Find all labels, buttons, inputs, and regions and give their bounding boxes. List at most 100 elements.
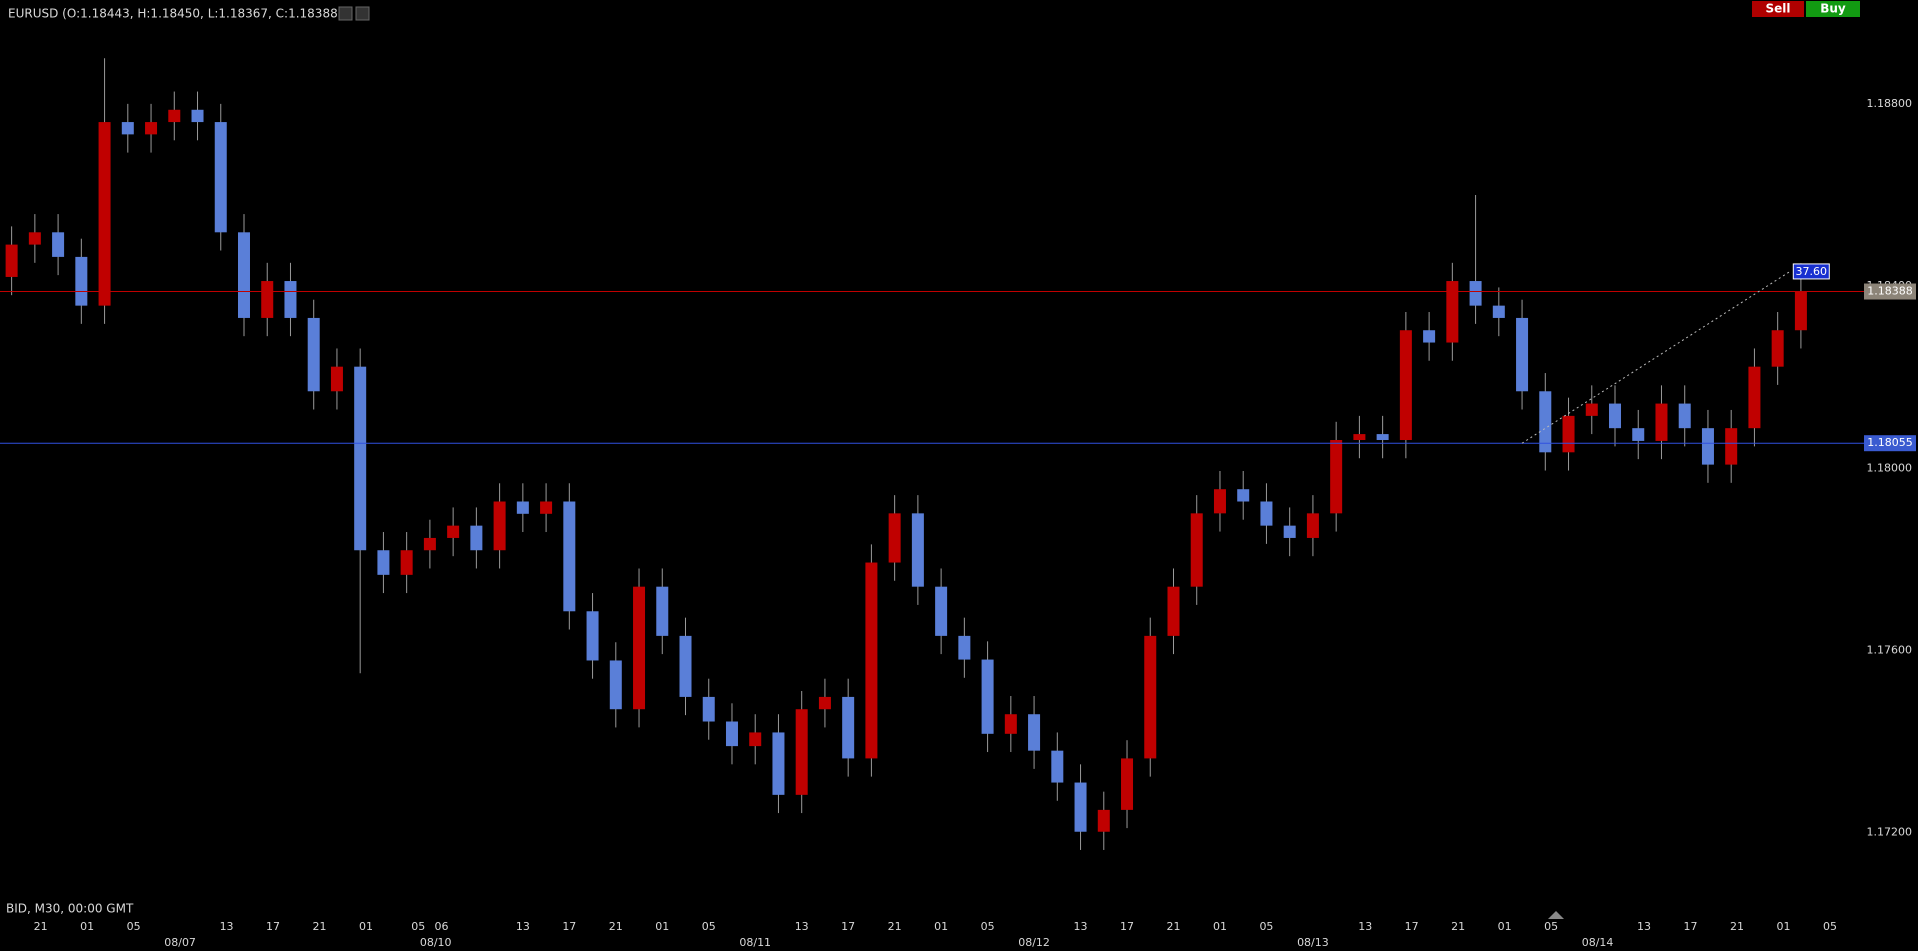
candle-body	[818, 696, 831, 710]
candle-body	[400, 550, 413, 575]
candle-body	[354, 366, 367, 551]
x-tick-label: 06	[435, 920, 449, 933]
candle-body	[168, 109, 181, 123]
candle-body	[1028, 714, 1041, 751]
candle-body	[865, 562, 878, 759]
x-tick-label: 01	[934, 920, 948, 933]
candle-body	[749, 732, 762, 747]
candle-body	[702, 696, 715, 722]
candle-body	[237, 232, 250, 318]
candle-body	[423, 537, 436, 551]
date-tick-label: 08/07	[164, 936, 196, 949]
candle-body	[981, 659, 994, 734]
x-tick-label: 13	[516, 920, 530, 933]
candle-body	[121, 122, 134, 135]
candle-body	[1771, 330, 1784, 367]
settings-icon[interactable]	[338, 6, 353, 21]
y-tick-label: 1.17600	[1867, 643, 1913, 656]
candle-body	[795, 709, 808, 795]
candle-body	[1655, 403, 1668, 441]
candle-body	[609, 660, 622, 710]
candle-body	[1609, 403, 1622, 429]
candle-body	[284, 281, 297, 318]
close-icon[interactable]	[355, 6, 370, 21]
candle-body	[1492, 305, 1505, 318]
x-tick-label: 13	[1637, 920, 1651, 933]
x-tick-label: 05	[1823, 920, 1837, 933]
price-label-box	[1864, 283, 1916, 300]
candle-body	[1330, 440, 1343, 514]
x-tick-label: 01	[359, 920, 373, 933]
chart-title: EURUSD (O:1.18443, H:1.18450, L:1.18367,…	[8, 7, 342, 21]
buy-label[interactable]: Buy	[1820, 2, 1846, 16]
candle-body	[28, 232, 41, 245]
candle-body	[1121, 758, 1134, 810]
candle-body	[98, 122, 111, 306]
x-tick-label: 21	[888, 920, 902, 933]
candle-body	[1423, 330, 1436, 343]
x-tick-label: 01	[655, 920, 669, 933]
x-tick-label: 05	[411, 920, 425, 933]
candle-body	[1399, 330, 1412, 441]
time-marker	[1548, 911, 1564, 919]
candle-body	[935, 586, 948, 636]
x-tick-label: 21	[1166, 920, 1180, 933]
candle-body	[1283, 525, 1296, 538]
x-tick-label: 21	[313, 920, 327, 933]
candle-body	[1469, 281, 1482, 306]
x-tick-label: 05	[1259, 920, 1273, 933]
candle-body	[470, 525, 483, 551]
sell-button[interactable]	[1752, 1, 1804, 17]
sell-label[interactable]: Sell	[1765, 2, 1790, 16]
x-tick-label: 01	[1213, 920, 1227, 933]
candle-body	[1213, 489, 1226, 514]
candle-body	[563, 501, 576, 612]
candle-body	[1632, 428, 1645, 441]
x-tick-label: 17	[1684, 920, 1698, 933]
candle-body	[1516, 317, 1529, 392]
info-label: BID, M30, 00:00 GMT	[6, 902, 134, 916]
x-tick-label: 17	[1405, 920, 1419, 933]
x-tick-label: 05	[127, 920, 141, 933]
candle-body	[1167, 586, 1180, 636]
candle-body	[1678, 403, 1691, 429]
x-tick-label: 13	[1358, 920, 1372, 933]
candle-body	[888, 513, 901, 563]
candle-body	[145, 122, 158, 135]
candle-body	[307, 317, 320, 392]
date-tick-label: 08/11	[739, 936, 771, 949]
candle-body	[1539, 391, 1552, 453]
candle-body	[1725, 428, 1738, 465]
x-tick-label: 05	[1544, 920, 1558, 933]
candle-body	[1004, 714, 1017, 734]
x-tick-label: 13	[220, 920, 234, 933]
candle-body	[540, 501, 553, 514]
x-tick-label: 21	[34, 920, 48, 933]
candle-body	[1748, 366, 1761, 429]
date-tick-label: 08/14	[1582, 936, 1614, 949]
y-tick-label: 1.18000	[1867, 461, 1913, 474]
candle-body	[377, 550, 390, 575]
candle-body	[633, 586, 646, 710]
candle-body	[1144, 635, 1157, 759]
price-label: 1.18388	[1867, 285, 1913, 298]
candle-body	[214, 122, 227, 233]
candle-body	[1376, 434, 1389, 441]
date-tick-label: 08/12	[1018, 936, 1050, 949]
candle-body	[516, 501, 529, 514]
candle-body	[586, 611, 599, 661]
x-tick-label: 17	[841, 920, 855, 933]
buy-button[interactable]	[1806, 1, 1860, 17]
date-tick-label: 08/10	[420, 936, 452, 949]
candle-body	[1097, 809, 1110, 832]
candle-body	[191, 109, 204, 123]
candle-body	[1353, 434, 1366, 441]
candle-body	[1562, 415, 1575, 453]
candle-body	[725, 721, 738, 747]
candle-body	[5, 244, 18, 277]
candle-body	[1074, 782, 1087, 832]
candle-body	[330, 366, 343, 392]
x-tick-label: 01	[1776, 920, 1790, 933]
